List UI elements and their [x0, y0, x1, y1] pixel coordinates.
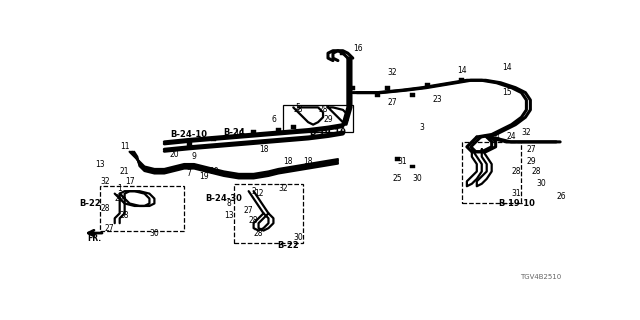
Text: 18: 18 — [284, 157, 293, 166]
Text: 24: 24 — [507, 132, 516, 141]
Text: 29: 29 — [115, 194, 125, 203]
Text: 30: 30 — [536, 179, 546, 188]
Text: 28: 28 — [512, 167, 521, 176]
Text: 6: 6 — [271, 115, 276, 124]
Text: 27: 27 — [527, 145, 536, 154]
Bar — [251, 130, 256, 134]
Text: B-24-10: B-24-10 — [171, 130, 207, 139]
Bar — [460, 78, 465, 82]
Text: 9: 9 — [191, 152, 196, 161]
Text: 18: 18 — [234, 130, 243, 139]
Bar — [410, 164, 415, 169]
Text: 32: 32 — [522, 128, 531, 137]
Text: 13: 13 — [224, 211, 234, 220]
Bar — [276, 128, 281, 132]
Text: 12: 12 — [254, 189, 263, 198]
Text: 28: 28 — [120, 211, 129, 220]
Bar — [375, 93, 380, 97]
Text: B-22: B-22 — [79, 199, 100, 208]
Text: B-19-10: B-19-10 — [310, 128, 346, 137]
Text: 10: 10 — [209, 167, 219, 176]
Bar — [284, 105, 353, 132]
Text: 20: 20 — [170, 150, 179, 159]
Bar — [425, 83, 429, 87]
Text: 31: 31 — [397, 157, 407, 166]
Text: 2: 2 — [252, 187, 256, 196]
Text: 29: 29 — [323, 115, 333, 124]
Bar — [385, 86, 390, 90]
Bar — [410, 93, 415, 97]
Text: 14: 14 — [457, 66, 467, 75]
Text: 32: 32 — [278, 184, 288, 193]
Text: TGV4B2510: TGV4B2510 — [520, 274, 561, 280]
Text: 30: 30 — [412, 174, 422, 183]
Text: 17: 17 — [125, 177, 134, 186]
Text: 13: 13 — [95, 160, 105, 169]
Text: 29: 29 — [527, 157, 536, 166]
Bar — [340, 51, 346, 55]
Bar — [395, 157, 400, 161]
Text: 7: 7 — [187, 169, 191, 179]
Text: 14: 14 — [502, 63, 511, 72]
Text: 28: 28 — [254, 228, 263, 237]
Text: B-24: B-24 — [223, 128, 244, 137]
Text: 5: 5 — [296, 103, 301, 112]
Bar — [291, 125, 296, 129]
Text: 3: 3 — [420, 123, 425, 132]
Text: 8: 8 — [227, 199, 231, 208]
Text: 27: 27 — [388, 98, 397, 107]
Text: 19: 19 — [199, 172, 209, 181]
Bar — [100, 186, 184, 231]
Text: 31: 31 — [511, 189, 522, 198]
Bar — [187, 142, 191, 146]
Text: 21: 21 — [120, 167, 129, 176]
Text: 30: 30 — [150, 228, 159, 237]
Text: 11: 11 — [120, 142, 129, 151]
Text: B-19-10: B-19-10 — [498, 199, 535, 208]
Text: 18: 18 — [259, 145, 268, 154]
Text: 28: 28 — [318, 105, 328, 114]
Text: 27: 27 — [244, 206, 253, 215]
Text: 25: 25 — [392, 174, 403, 183]
Text: 23: 23 — [432, 95, 442, 105]
Bar — [234, 184, 303, 243]
Text: 28: 28 — [100, 204, 109, 213]
Text: B-24-30: B-24-30 — [205, 194, 243, 203]
Text: 32: 32 — [100, 177, 109, 186]
Bar — [350, 86, 355, 90]
Text: 27: 27 — [105, 224, 115, 233]
Bar — [462, 142, 522, 204]
Text: 28: 28 — [532, 167, 541, 176]
Text: 26: 26 — [556, 192, 566, 201]
Text: 4: 4 — [494, 132, 499, 141]
Bar — [211, 138, 216, 141]
Text: 16: 16 — [353, 44, 363, 53]
Text: FR.: FR. — [87, 234, 101, 243]
Text: 30: 30 — [293, 234, 303, 243]
Text: 18: 18 — [303, 157, 313, 166]
Text: 28: 28 — [249, 216, 259, 225]
Text: 32: 32 — [388, 68, 397, 77]
Text: 28: 28 — [294, 105, 303, 114]
Text: B-22: B-22 — [278, 241, 299, 250]
Text: 15: 15 — [502, 88, 511, 97]
Text: 1: 1 — [117, 184, 122, 193]
